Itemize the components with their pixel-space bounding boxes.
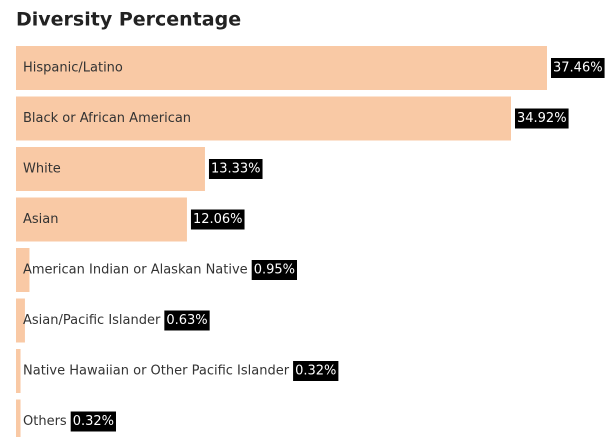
value-label: 12.06% (193, 212, 243, 227)
category-label: White (23, 162, 61, 177)
value-label-bg (70, 411, 116, 432)
category-label: American Indian or Alaskan Native (23, 263, 248, 278)
value-label: 0.32% (73, 414, 114, 429)
bar (16, 349, 21, 393)
value-label: 0.32% (295, 364, 336, 379)
bar (16, 46, 547, 90)
bar (16, 298, 25, 343)
value-label: 37.46% (553, 61, 603, 76)
value-label: 13.33% (211, 162, 261, 177)
bar (16, 147, 205, 191)
category-label: Black or African American (23, 111, 191, 126)
value-label-bg (251, 260, 297, 280)
bar (16, 197, 187, 242)
chart-title: Diversity Percentage (16, 9, 241, 31)
value-label-bg (293, 361, 339, 381)
category-label: Native Hawaiian or Other Pacific Islande… (23, 364, 290, 379)
value-label-bg (190, 209, 245, 230)
value-label: 0.63% (166, 313, 207, 328)
value-label: 34.92% (517, 111, 567, 126)
value-label-bg (514, 108, 569, 129)
bar (16, 96, 511, 141)
category-label: Others (23, 414, 67, 429)
bar (16, 399, 21, 437)
category-label: Asian (23, 212, 58, 227)
value-label-bg (208, 159, 263, 179)
value-label-bg (164, 310, 210, 331)
value-label-bg (551, 58, 605, 78)
bar (16, 248, 30, 292)
value-label: 0.95% (254, 263, 295, 278)
category-label: Hispanic/Latino (23, 61, 123, 76)
category-label: Asian/Pacific Islander (23, 313, 161, 328)
